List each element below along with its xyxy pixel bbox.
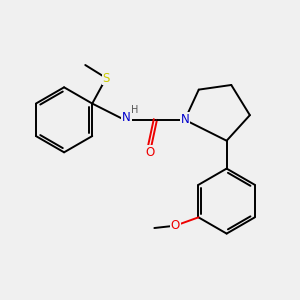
Text: H: H	[131, 105, 139, 115]
Text: O: O	[171, 219, 180, 232]
Text: S: S	[103, 71, 110, 85]
Text: O: O	[146, 146, 154, 159]
Text: N: N	[181, 113, 189, 126]
Text: N: N	[122, 112, 131, 124]
